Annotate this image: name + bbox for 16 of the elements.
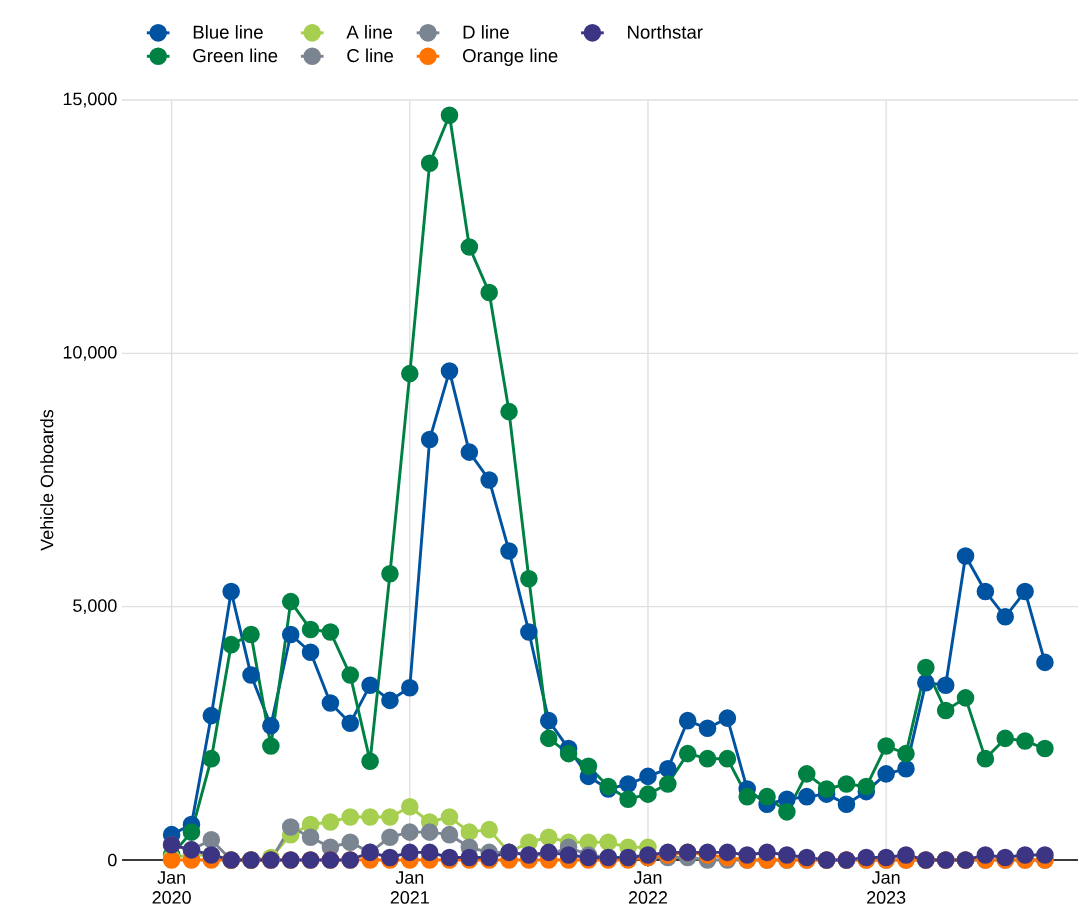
legend-label: C line	[347, 48, 394, 63]
legend-label: Orange line	[463, 48, 558, 66]
y-tick-label: 10,000	[63, 345, 117, 361]
legend-label: Northstar	[628, 25, 703, 39]
x-tick-label: Jan 2023	[867, 871, 906, 904]
y-tick-label: 15,000	[63, 92, 117, 108]
x-tick-label: Jan 2020	[152, 871, 191, 904]
legend-label: D line	[463, 25, 509, 39]
legend-label: Green line	[193, 48, 278, 63]
legend-label: Blue line	[193, 25, 263, 39]
y-tick-label: 5,000	[73, 599, 117, 615]
legend-label: A line	[346, 25, 393, 39]
x-tick-label: Jan 2021	[390, 871, 429, 904]
x-tick-label: Jan 2022	[628, 871, 668, 904]
y-tick-label: 0	[108, 853, 117, 867]
y-axis-title: Vehicle Onboards	[40, 409, 54, 551]
